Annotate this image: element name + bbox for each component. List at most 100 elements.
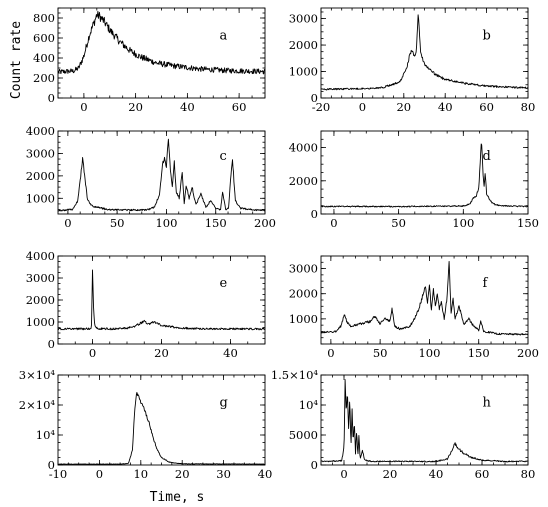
x-tick-label: 100 [418, 346, 440, 360]
x-tick-label: 0 [359, 100, 366, 114]
y-tick-label: 0 [311, 458, 318, 472]
x-tick-label: 80 [521, 467, 536, 481]
x-tick-label: 200 [254, 216, 276, 230]
x-tick-label: 20 [396, 100, 411, 114]
x-tick-label: 0 [330, 216, 337, 230]
y-tick-label: 1000 [289, 312, 318, 326]
x-tick-label: 40 [258, 467, 273, 481]
y-tick-label: 800 [33, 11, 55, 25]
series-line-d [320, 143, 529, 208]
y-tick-label: 2×10⁴ [19, 398, 56, 412]
x-tick-label: 0 [327, 346, 334, 360]
x-tick-label: 40 [223, 346, 238, 360]
series-line-e [57, 269, 266, 331]
panel-f: 0 50 100 150 200 1000 2000 3000 f [289, 255, 539, 360]
y-tick-label: 1.5×10⁴ [271, 368, 319, 382]
x-tick-label: 200 [517, 346, 539, 360]
y-tick-label: 0 [48, 337, 55, 351]
y-tick-label: 200 [33, 71, 55, 85]
x-tick-label: 0 [340, 467, 347, 481]
y-tick-label: 0 [311, 91, 318, 105]
y-tick-label: 10⁴ [299, 398, 319, 412]
panel-label: d [482, 149, 490, 164]
y-tick-label: 1000 [289, 65, 318, 79]
x-tick-label: 150 [205, 216, 227, 230]
series-line-a [57, 10, 266, 75]
x-tick-label: 60 [232, 100, 247, 114]
x-tick-label: 0 [96, 467, 103, 481]
y-tick-label: 1000 [26, 191, 55, 205]
x-tick-label: 40 [429, 467, 444, 481]
x-tick-label: 0 [89, 346, 96, 360]
panel-c: 0 50 100 150 200 1000 2000 3000 4000 c [26, 124, 276, 230]
x-tick-label: 10 [133, 467, 148, 481]
y-tick-label: 4000 [26, 249, 55, 263]
panel-d: 0 50 100 150 0 2000 4000 d [289, 130, 539, 230]
panel-frame [57, 255, 266, 345]
series-line-c [58, 138, 266, 212]
x-tick-label: 20 [128, 100, 143, 114]
x-axis-title: Time, s [150, 490, 205, 505]
y-tick-label: 2000 [26, 169, 55, 183]
y-tick-label: 3000 [289, 12, 318, 26]
x-tick-label: 60 [479, 100, 494, 114]
y-tick-label: 2000 [289, 174, 318, 188]
x-tick-label: 60 [475, 467, 490, 481]
panel-label: a [219, 29, 227, 44]
series-line-b [320, 14, 529, 91]
x-tick-label: -20 [312, 100, 331, 114]
y-tick-label: 0 [311, 207, 318, 221]
x-tick-label: 150 [468, 346, 490, 360]
x-tick-label: 150 [517, 216, 539, 230]
y-tick-label: 3000 [26, 146, 55, 160]
y-tick-label: 2000 [289, 287, 318, 301]
x-tick-label: 50 [110, 216, 125, 230]
x-tick-label: 20 [154, 346, 169, 360]
series-line-h [320, 379, 529, 463]
x-tick-label: 100 [452, 216, 474, 230]
y-axis-title: Count rate [9, 21, 24, 99]
x-tick-label: 100 [155, 216, 177, 230]
x-tick-label: 0 [80, 100, 87, 114]
series-line-g [57, 391, 266, 465]
x-tick-label: 20 [175, 467, 190, 481]
x-tick-label: 30 [216, 467, 231, 481]
y-tick-label: 0 [48, 91, 55, 105]
x-tick-label: 20 [383, 467, 398, 481]
x-tick-label: 0 [64, 216, 71, 230]
y-tick-label: 600 [33, 31, 55, 45]
x-tick-label: 80 [521, 100, 536, 114]
panel-frame [320, 130, 529, 215]
y-tick-label: 3000 [289, 262, 318, 276]
y-tick-label: 1000 [26, 315, 55, 329]
y-tick-label: 10⁴ [36, 428, 56, 442]
y-tick-label: 5000 [289, 428, 318, 442]
y-tick-label: 2000 [26, 293, 55, 307]
x-tick-label: 50 [373, 346, 388, 360]
panel-frame [57, 7, 266, 99]
panel-label: h [482, 396, 491, 411]
y-tick-label: 400 [33, 51, 55, 65]
series-line-f [320, 260, 529, 336]
panel-label: e [219, 276, 227, 291]
y-tick-label: 2000 [289, 38, 318, 52]
x-tick-label: 40 [438, 100, 453, 114]
y-tick-label: 4000 [26, 124, 55, 138]
y-tick-label: 4000 [289, 141, 318, 155]
panel-frame [320, 7, 529, 99]
panel-label: c [219, 149, 226, 164]
panel-label: g [219, 396, 227, 411]
panel-label: f [482, 276, 488, 291]
panel-e: 0 20 40 0 1000 2000 3000 4000 e [26, 249, 266, 360]
x-tick-label: 40 [180, 100, 195, 114]
y-tick-label: 3×10⁴ [19, 368, 56, 382]
x-tick-label: -10 [49, 467, 68, 481]
panel-frame [57, 130, 266, 215]
panel-h: 0 20 40 60 80 0 5000 10⁴ 1.5×10⁴ h [271, 368, 535, 481]
y-tick-label: 3000 [26, 271, 55, 285]
